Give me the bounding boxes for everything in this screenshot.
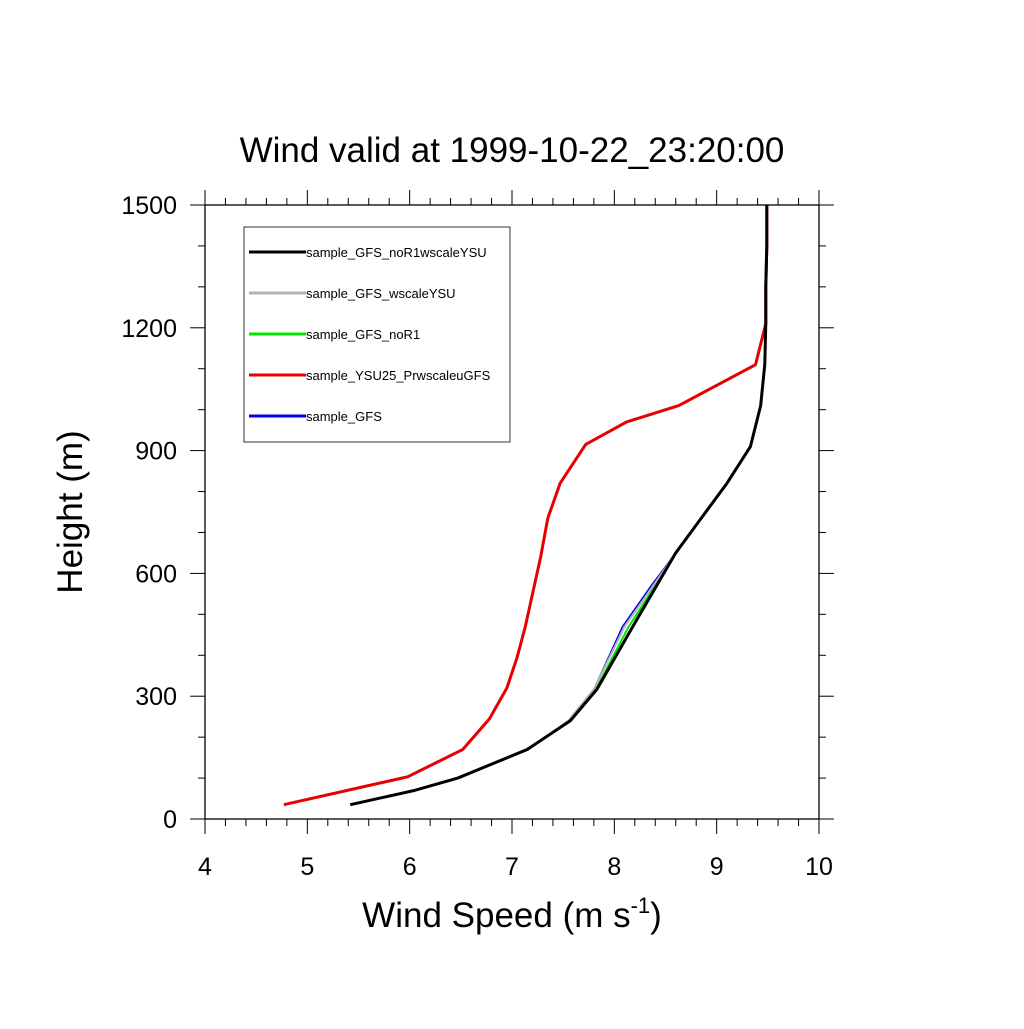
y-tick-label: 1200 (121, 315, 177, 343)
legend-label: sample_GFS_wscaleYSU (306, 286, 456, 301)
y-tick-label: 900 (135, 438, 177, 466)
x-tick-label: 8 (607, 853, 621, 881)
series-line-sample_GFS_noR1wscaleYSU (349, 205, 769, 807)
y-tick-label: 1500 (121, 192, 177, 220)
y-tick-label: 600 (135, 560, 177, 588)
legend: sample_GFS_noR1wscaleYSU sample_GFS_wscal… (243, 226, 511, 443)
y-axis-label: Height (m) (51, 430, 90, 593)
x-tick-label: 5 (300, 853, 314, 881)
x-axis-label-superscript: -1 (631, 893, 651, 918)
chart-title: Wind valid at 1999-10-22_23:20:00 (240, 131, 785, 170)
legend-label: sample_GFS_noR1 (306, 327, 420, 342)
y-axis-label-group: Height (m) (51, 430, 90, 593)
legend-items: sample_GFS_noR1wscaleYSU sample_GFS_wscal… (249, 245, 491, 424)
x-tick-label: 7 (505, 853, 519, 881)
x-tick-label: 9 (710, 853, 724, 881)
x-tick-label: 4 (198, 853, 212, 881)
x-axis-label-main: Wind Speed (m s (362, 896, 630, 935)
y-tick-label: 300 (135, 683, 177, 711)
x-axis-label: Wind Speed (m s-1) (362, 893, 662, 935)
legend-label: sample_YSU25_PrwscaleuGFS (306, 368, 491, 383)
plot-frame (204, 204, 820, 820)
y-tick-label: 0 (163, 806, 177, 834)
axis-tick-labels: 4 5 6 7 8 9 10 0 300 600 900 1200 1500 (121, 192, 833, 881)
legend-label: sample_GFS (306, 409, 382, 424)
legend-label: sample_GFS_noR1wscaleYSU (306, 245, 487, 260)
series-lines (283, 205, 769, 807)
x-tick-label: 6 (403, 853, 417, 881)
axis-ticks (190, 190, 834, 834)
x-axis-label-suffix: ) (650, 896, 662, 935)
x-tick-label: 10 (805, 853, 833, 881)
